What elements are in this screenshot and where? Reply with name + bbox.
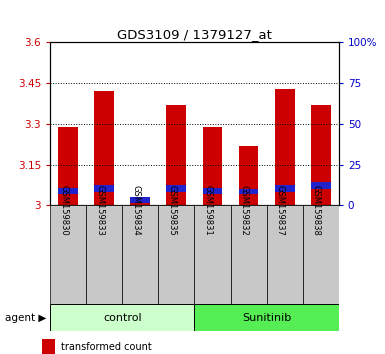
Bar: [166, 105, 186, 205]
Text: GSM159833: GSM159833: [95, 185, 104, 236]
Text: GSM159838: GSM159838: [312, 185, 321, 236]
Bar: [194, 304, 339, 331]
Text: control: control: [103, 313, 142, 323]
Bar: [311, 105, 331, 205]
Bar: [266, 205, 303, 304]
Bar: [194, 205, 231, 304]
Bar: [131, 200, 150, 205]
Bar: [275, 88, 295, 205]
Bar: [239, 189, 258, 194]
Text: GSM159830: GSM159830: [59, 185, 68, 236]
Bar: [86, 205, 122, 304]
Bar: [158, 205, 194, 304]
Bar: [42, 339, 55, 354]
Bar: [94, 91, 114, 205]
Text: Sunitinib: Sunitinib: [242, 313, 291, 323]
Text: agent ▶: agent ▶: [5, 313, 46, 323]
Text: GSM159831: GSM159831: [203, 185, 213, 236]
Text: GSM159835: GSM159835: [167, 185, 176, 236]
Bar: [50, 205, 86, 304]
Bar: [203, 127, 223, 205]
Bar: [50, 304, 194, 331]
Bar: [131, 197, 150, 202]
Bar: [122, 205, 158, 304]
Title: GDS3109 / 1379127_at: GDS3109 / 1379127_at: [117, 28, 272, 41]
Bar: [311, 182, 331, 189]
Bar: [275, 185, 295, 192]
Bar: [94, 185, 114, 192]
Bar: [58, 127, 78, 205]
Bar: [203, 188, 223, 194]
Bar: [239, 145, 258, 205]
Text: GSM159834: GSM159834: [131, 185, 140, 236]
Text: GSM159837: GSM159837: [276, 185, 285, 236]
Text: transformed count: transformed count: [61, 342, 152, 353]
Text: GSM159832: GSM159832: [239, 185, 249, 236]
Bar: [58, 188, 78, 194]
Bar: [166, 185, 186, 192]
Bar: [231, 205, 266, 304]
Bar: [303, 205, 339, 304]
